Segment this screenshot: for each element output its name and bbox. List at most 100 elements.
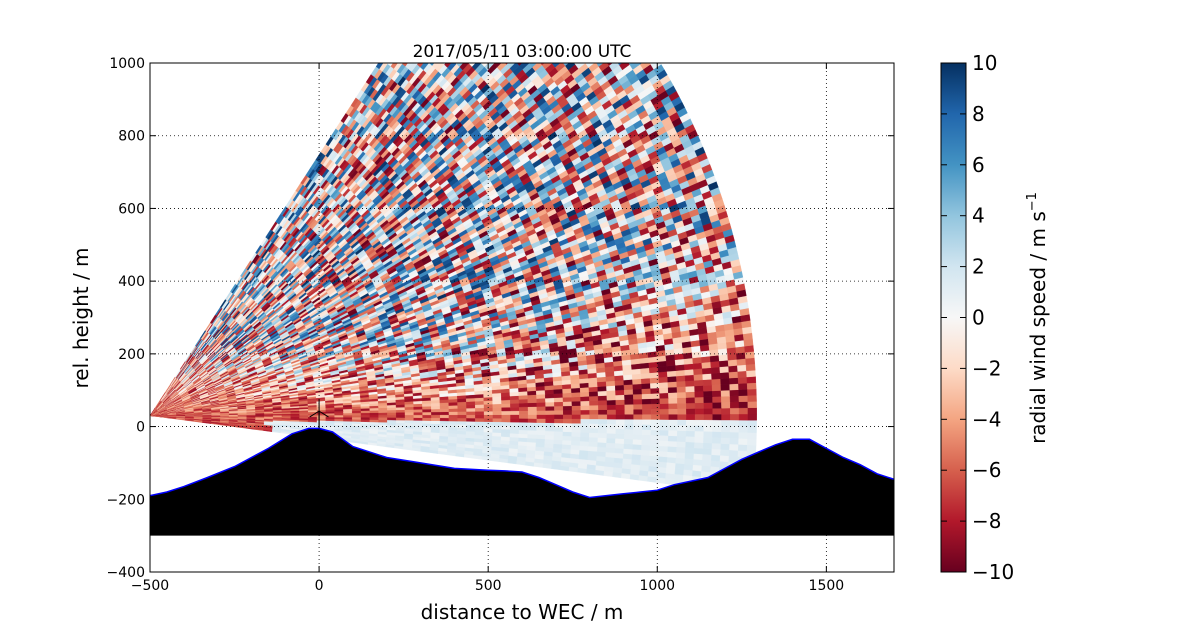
scan-cell (597, 385, 607, 392)
scan-cell (536, 426, 546, 432)
scan-cell (649, 455, 659, 462)
scan-cell (633, 429, 643, 435)
scan-cell (729, 383, 739, 391)
scan-cell (641, 444, 651, 451)
scan-cell (580, 409, 590, 415)
scan-cell (720, 389, 731, 397)
scan-cell (334, 416, 344, 420)
scan-cell (509, 399, 520, 404)
scan-cell (510, 421, 520, 427)
scan-cell (747, 388, 757, 396)
scan-cell (685, 441, 695, 449)
scan-cell (641, 439, 651, 446)
scan-cell (474, 404, 485, 409)
scan-cell (334, 414, 344, 418)
scan-cell (738, 389, 748, 397)
scan-cell (719, 359, 729, 368)
scan-cell (422, 423, 432, 427)
scan-cell (422, 420, 432, 424)
scan-cell (623, 384, 634, 391)
scan-cell (535, 389, 546, 395)
scan-cell (657, 365, 668, 373)
scan-cell (527, 418, 538, 423)
scan-cell (536, 397, 546, 403)
scan-cell (571, 400, 581, 407)
scan-cell (466, 414, 476, 419)
scan-cell (667, 381, 678, 388)
scan-cell (642, 419, 652, 425)
scan-cell (747, 394, 757, 402)
scan-cell (316, 416, 327, 420)
scan-cell (545, 405, 555, 411)
scan-cell (623, 438, 634, 445)
scan-cell (570, 383, 581, 389)
scan-cell (553, 388, 563, 394)
scan-cell (554, 405, 564, 411)
scan-cell (657, 461, 668, 468)
scan-cell (703, 419, 713, 426)
scan-cell (633, 408, 643, 415)
scan-cell (387, 407, 397, 411)
scan-cell (685, 424, 696, 432)
scan-cell (544, 442, 554, 449)
scan-cell (720, 383, 731, 391)
scan-cell (659, 408, 670, 415)
scan-cell (676, 446, 686, 454)
scan-cell (492, 407, 502, 412)
scan-cell (650, 429, 661, 436)
scan-cell (684, 447, 695, 454)
scan-cell (519, 421, 529, 427)
scan-cell (738, 425, 749, 433)
scan-cell (667, 386, 678, 394)
scan-cell (632, 383, 643, 390)
scan-cell (518, 429, 529, 435)
scan-cell (720, 395, 731, 403)
scan-cell (404, 419, 414, 424)
scan-cell (501, 399, 511, 405)
scan-cell (632, 434, 643, 440)
scan-cell (579, 445, 589, 451)
scan-cell (702, 384, 713, 392)
scan-cell (728, 449, 739, 457)
scan-cell (624, 418, 634, 425)
scan-cell (501, 410, 511, 415)
scan-cell (571, 391, 581, 398)
scan-cell (747, 407, 757, 415)
scan-cell (457, 404, 467, 409)
scan-cell (701, 367, 712, 375)
scan-cell (554, 418, 564, 424)
scan-cell (448, 411, 458, 415)
scan-cell (729, 401, 740, 409)
scan-cell (492, 410, 502, 415)
scan-cell (588, 445, 598, 452)
scan-cell (518, 394, 529, 400)
scan-cell (360, 416, 370, 420)
scan-cell (457, 414, 467, 419)
scan-cell (614, 452, 624, 459)
scan-cell (702, 379, 713, 386)
scan-cell (562, 427, 573, 433)
scan-cell (727, 359, 738, 367)
scan-cell (606, 390, 616, 396)
scan-cell (466, 407, 476, 412)
scan-cell (694, 430, 705, 438)
scan-cell (650, 382, 660, 389)
scan-cell (545, 410, 555, 415)
scan-cell (703, 402, 713, 409)
scan-cell (677, 402, 687, 409)
scan-cell (571, 422, 582, 429)
scan-cell (675, 457, 686, 465)
scan-cell (624, 428, 634, 435)
scan-cell (360, 412, 370, 416)
scan-cell (553, 397, 564, 403)
scan-cell (659, 419, 670, 426)
scan-cell (378, 421, 388, 426)
scan-cell (352, 419, 362, 422)
scan-cell (352, 414, 362, 418)
scan-cell (597, 432, 608, 439)
scan-cell (378, 414, 388, 418)
scan-cell (396, 414, 406, 418)
scan-cell (527, 433, 537, 439)
scan-cell (642, 408, 652, 415)
scan-cell (596, 451, 607, 458)
